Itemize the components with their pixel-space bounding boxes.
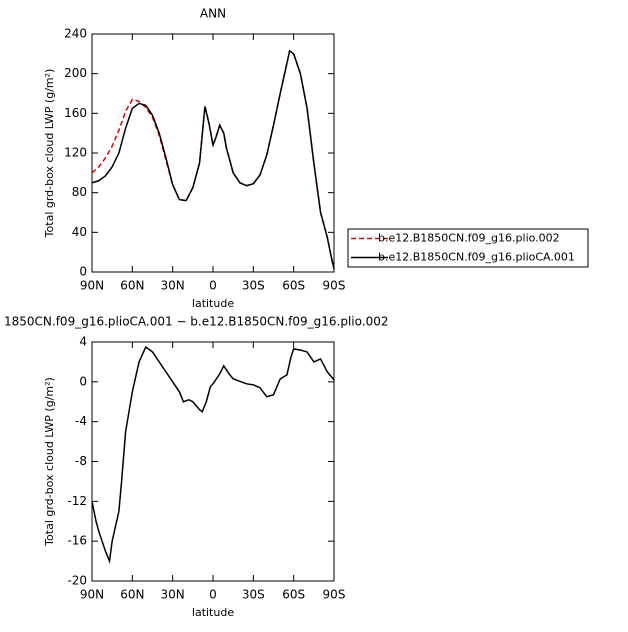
y-tick-label: -20 bbox=[67, 574, 87, 588]
y-tick-label: 160 bbox=[64, 106, 87, 120]
plot-frame bbox=[91, 341, 335, 582]
y-axis-label: Total grd-box cloud LWP (g/m²) bbox=[43, 377, 56, 547]
y-tick-label: 120 bbox=[64, 146, 87, 160]
x-axis-label: latitude bbox=[192, 297, 234, 310]
y-tick-label: -4 bbox=[75, 414, 87, 428]
x-tick-label: 0 bbox=[209, 279, 217, 293]
y-tick-label: -8 bbox=[75, 454, 87, 468]
chart-title: ANN bbox=[200, 7, 226, 21]
x-tick-label: 30S bbox=[242, 588, 265, 602]
legend-box bbox=[347, 228, 589, 268]
x-tick-label: 0 bbox=[209, 588, 217, 602]
x-tick-label: 30S bbox=[242, 279, 265, 293]
y-tick-label: 80 bbox=[72, 185, 87, 199]
y-tick-label: -12 bbox=[67, 494, 87, 508]
y-tick-label: 40 bbox=[72, 225, 87, 239]
plot-frame bbox=[91, 33, 335, 273]
y-tick-label: 0 bbox=[79, 265, 87, 279]
x-tick-label: 30N bbox=[161, 588, 185, 602]
x-tick-label: 90N bbox=[80, 279, 104, 293]
y-tick-label: 240 bbox=[64, 27, 87, 41]
x-tick-label: 60N bbox=[120, 279, 144, 293]
x-tick-label: 30N bbox=[161, 279, 185, 293]
x-axis-label: latitude bbox=[192, 606, 234, 619]
legend-label: b.e12.B1850CN.f09_g16.plio.002 bbox=[378, 232, 560, 245]
y-axis-label: Total grd-box cloud LWP (g/m²) bbox=[43, 69, 56, 239]
legend-label: b.e12.B1850CN.f09_g16.plioCA.001 bbox=[378, 251, 575, 264]
x-tick-label: 60S bbox=[282, 588, 305, 602]
data-line bbox=[91, 49, 335, 270]
y-tick-label: -16 bbox=[67, 534, 87, 548]
x-tick-label: 90N bbox=[80, 588, 104, 602]
x-tick-label: 90S bbox=[323, 279, 346, 293]
x-tick-label: 90S bbox=[323, 588, 346, 602]
data-line bbox=[91, 49, 335, 270]
x-tick-label: 60S bbox=[282, 279, 305, 293]
x-tick-label: 60N bbox=[120, 588, 144, 602]
data-line bbox=[91, 345, 335, 564]
y-tick-label: 200 bbox=[64, 66, 87, 80]
y-tick-label: 0 bbox=[79, 374, 87, 388]
chart-title: 1850CN.f09_g16.plioCA.001 − b.e12.B1850C… bbox=[4, 315, 388, 329]
y-tick-label: 4 bbox=[79, 335, 87, 349]
